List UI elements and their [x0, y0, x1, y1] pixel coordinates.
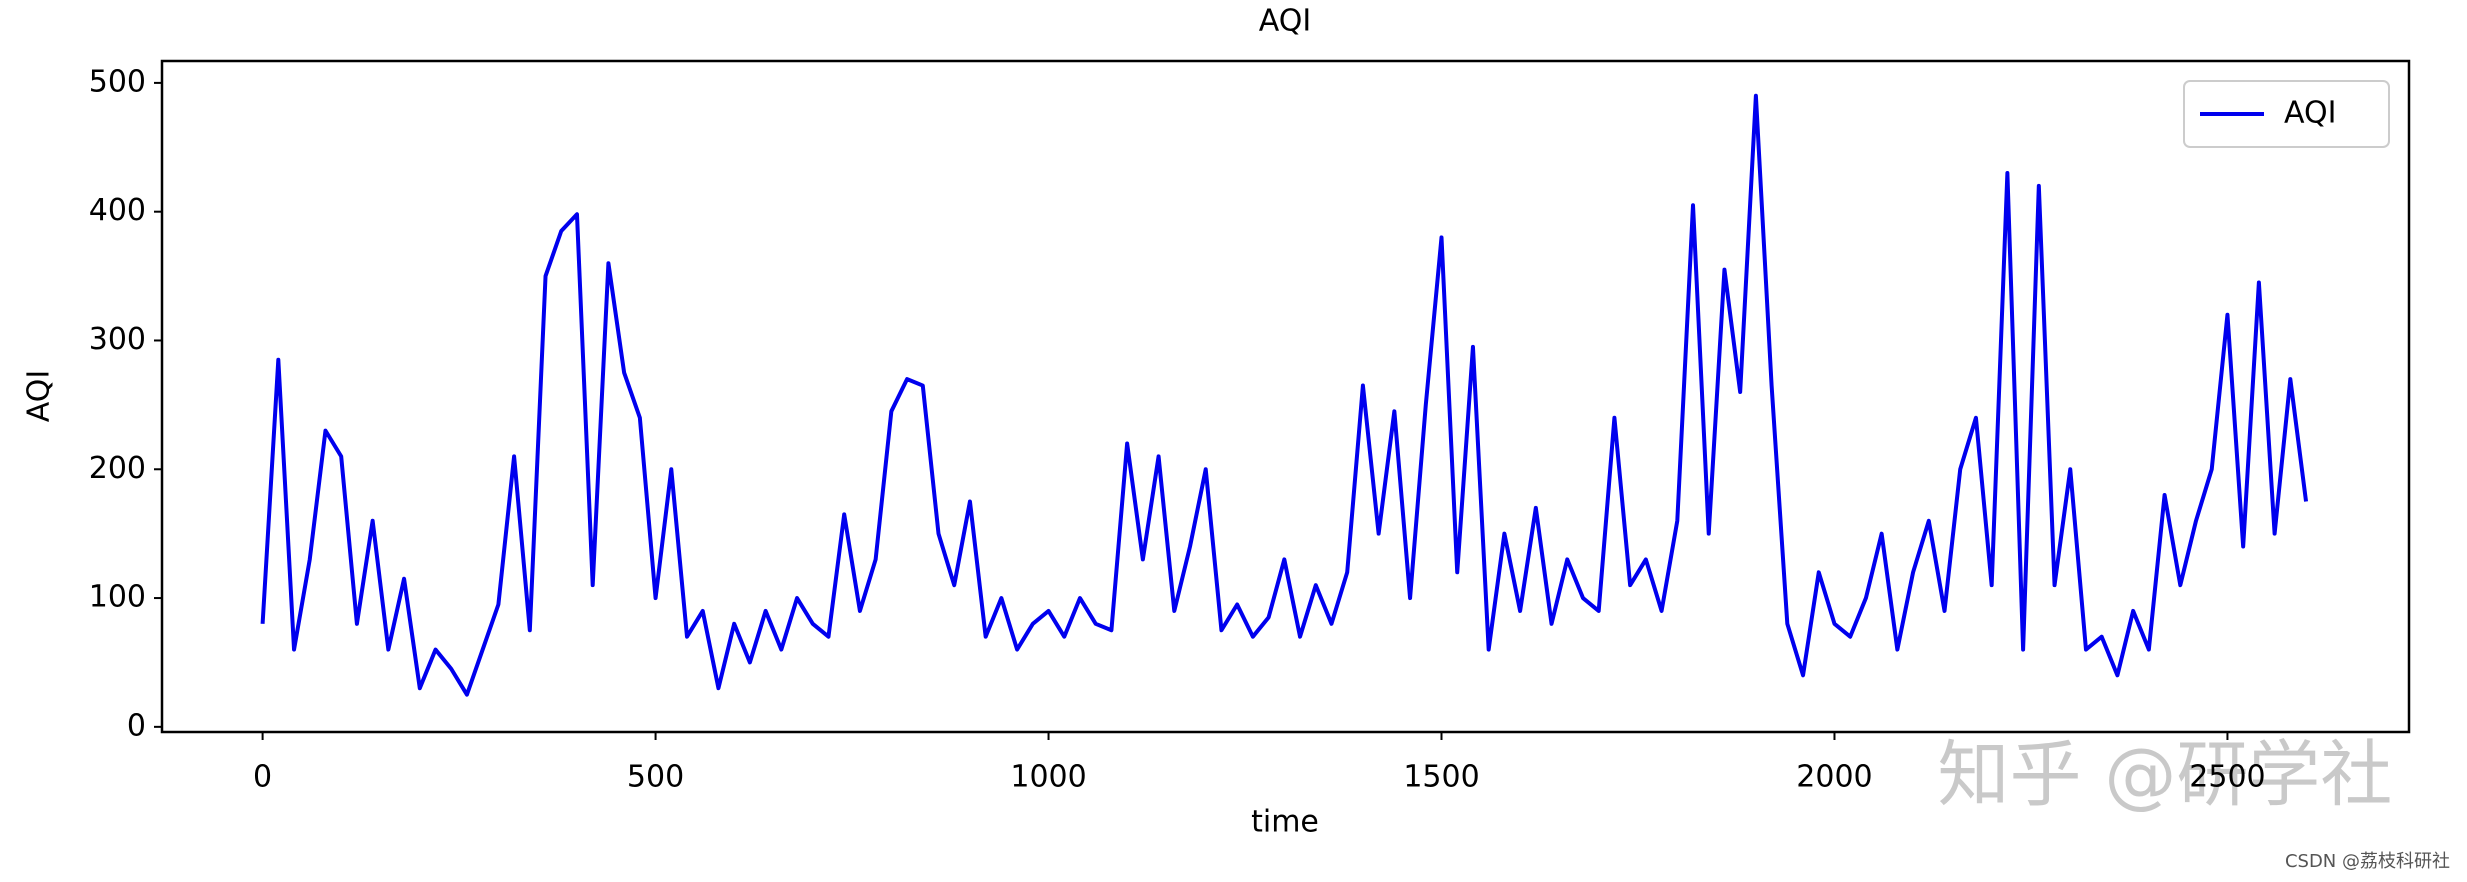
y-axis-label: AQI — [22, 370, 57, 422]
y-tick-label: 400 — [89, 193, 146, 228]
data-line — [260, 93, 2309, 697]
chart-title: AQI — [1259, 4, 1311, 39]
x-tick-label: 1000 — [1010, 760, 1086, 795]
y-tick-label: 500 — [89, 64, 146, 99]
y-tick-label: 200 — [89, 451, 146, 486]
legend-box — [2183, 80, 2390, 148]
watermark-small: CSDN @荔枝科研社 — [2285, 851, 2450, 872]
x-tick-label: 500 — [627, 760, 684, 795]
x-tick-label: 0 — [253, 760, 272, 795]
y-tick-label: 0 — [127, 708, 146, 743]
x-tick-label: 1500 — [1403, 760, 1479, 795]
y-tick-label: 300 — [89, 322, 146, 357]
legend-label: AQI — [2284, 96, 2336, 131]
watermark: 知乎 @研学社 — [1938, 733, 2393, 817]
x-tick-label: 2000 — [1796, 760, 1872, 795]
y-tick-label: 100 — [89, 580, 146, 615]
plot-frame — [160, 59, 2411, 734]
x-axis-label: time — [1251, 805, 1319, 840]
x-tick-label: 2500 — [2189, 760, 2265, 795]
